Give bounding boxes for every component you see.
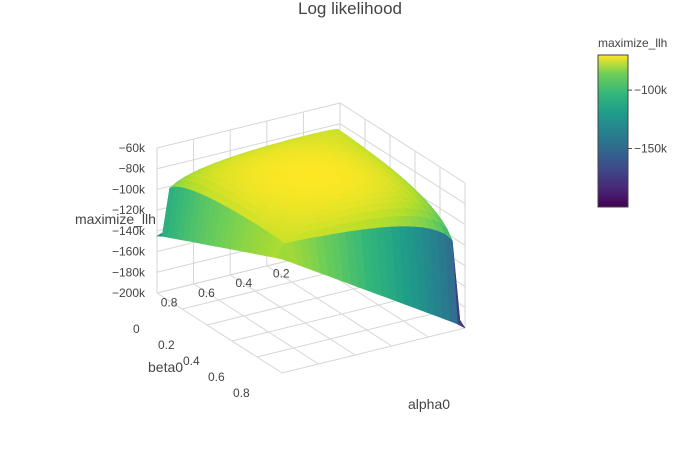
x-tick-label: 0.2 bbox=[158, 338, 175, 352]
y-axis-title: beta0 bbox=[148, 359, 183, 375]
y-tick-label: 0.4 bbox=[236, 276, 253, 290]
x-tick-label: 0.6 bbox=[208, 370, 225, 384]
floor-gridline bbox=[266, 265, 393, 347]
y-axis-ticks: 0.2 0.4 0.6 0.8 bbox=[161, 267, 290, 310]
z-tick-label: −200k bbox=[112, 286, 146, 300]
z-tick-label: −140k bbox=[112, 224, 146, 238]
x-tick-label: 0.4 bbox=[183, 354, 200, 368]
colorbar-title: maximize_llh bbox=[598, 36, 667, 50]
x-axis-ticks: 0 0.2 0.4 0.6 0.8 bbox=[133, 322, 250, 400]
z-tick-label: −100k bbox=[112, 182, 146, 196]
floor-gridline bbox=[229, 274, 356, 356]
wall-gridline bbox=[156, 102, 341, 149]
z-axis-title: maximize_llh bbox=[75, 211, 156, 227]
wall-gridline bbox=[156, 123, 341, 170]
colorbar-tick-label: −150k bbox=[634, 142, 668, 156]
z-tick-label: −60k bbox=[119, 141, 146, 155]
z-tick-label: −180k bbox=[112, 265, 146, 279]
z-tick-label: −160k bbox=[112, 245, 146, 259]
floor-gridline bbox=[256, 311, 441, 358]
floor-gridline bbox=[231, 295, 416, 342]
z-tick-label: −120k bbox=[112, 203, 146, 217]
floor-gridline bbox=[193, 283, 319, 365]
floor-gridline bbox=[156, 292, 283, 374]
colorbar-ticks: −100k −150k bbox=[628, 83, 668, 156]
colorbar-tick-label: −100k bbox=[634, 83, 668, 97]
y-tick-label: 0.2 bbox=[273, 267, 290, 281]
floor-gridline bbox=[281, 327, 466, 374]
z-tick-label: −80k bbox=[119, 162, 146, 176]
x-axis-title: alpha0 bbox=[408, 396, 450, 412]
wall-gridline bbox=[339, 102, 466, 184]
wall-gridline bbox=[339, 123, 466, 205]
z-axis-ticks: −60k −80k −100k −120k −140k −160k −180k −200k bbox=[112, 141, 146, 300]
surface-patch bbox=[276, 243, 291, 263]
colorbar bbox=[597, 54, 629, 208]
x-tick-label: 0 bbox=[133, 322, 140, 336]
y-tick-label: 0.8 bbox=[161, 295, 178, 309]
y-tick-label: 0.6 bbox=[198, 286, 215, 300]
surface-mesh[interactable] bbox=[155, 128, 466, 329]
x-tick-label: 0.8 bbox=[233, 386, 250, 400]
chart-title: Log likelihood bbox=[298, 0, 402, 18]
